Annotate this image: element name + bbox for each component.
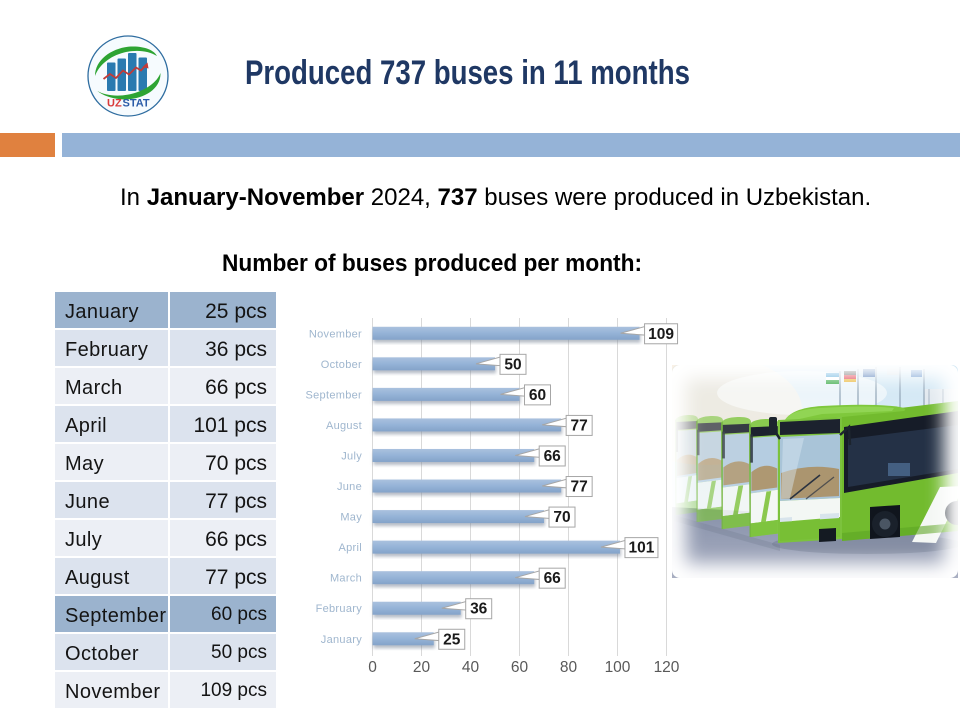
svg-text:UZ: UZ [107,98,122,110]
svg-text:August: August [326,420,362,432]
svg-text:40: 40 [462,659,480,676]
svg-text:66: 66 [544,448,562,465]
svg-text:April: April [338,542,362,554]
svg-text:120: 120 [654,659,680,676]
svg-text:May: May [340,512,362,524]
svg-text:77: 77 [571,479,588,496]
svg-text:February: February [316,603,363,615]
svg-text:50: 50 [504,356,521,373]
svg-text:October: October [321,359,362,371]
svg-text:77: 77 [571,417,588,434]
svg-text:80: 80 [560,659,578,676]
svg-text:100: 100 [605,659,631,676]
svg-text:June: June [337,481,362,493]
svg-text:66: 66 [544,570,562,587]
svg-text:0: 0 [368,659,377,676]
svg-text:20: 20 [413,659,431,676]
svg-text:70: 70 [553,509,570,526]
svg-text:September: September [305,389,362,401]
svg-text:January: January [321,634,362,646]
svg-text:60: 60 [529,387,546,404]
svg-text:101: 101 [629,540,655,557]
svg-text:36: 36 [470,601,488,618]
svg-text:November: November [309,328,362,340]
svg-text:60: 60 [511,659,529,676]
svg-text:July: July [341,450,362,462]
svg-text:STAT: STAT [123,98,150,110]
svg-text:25: 25 [443,631,461,648]
svg-text:March: March [330,573,362,585]
svg-text:109: 109 [648,326,674,343]
